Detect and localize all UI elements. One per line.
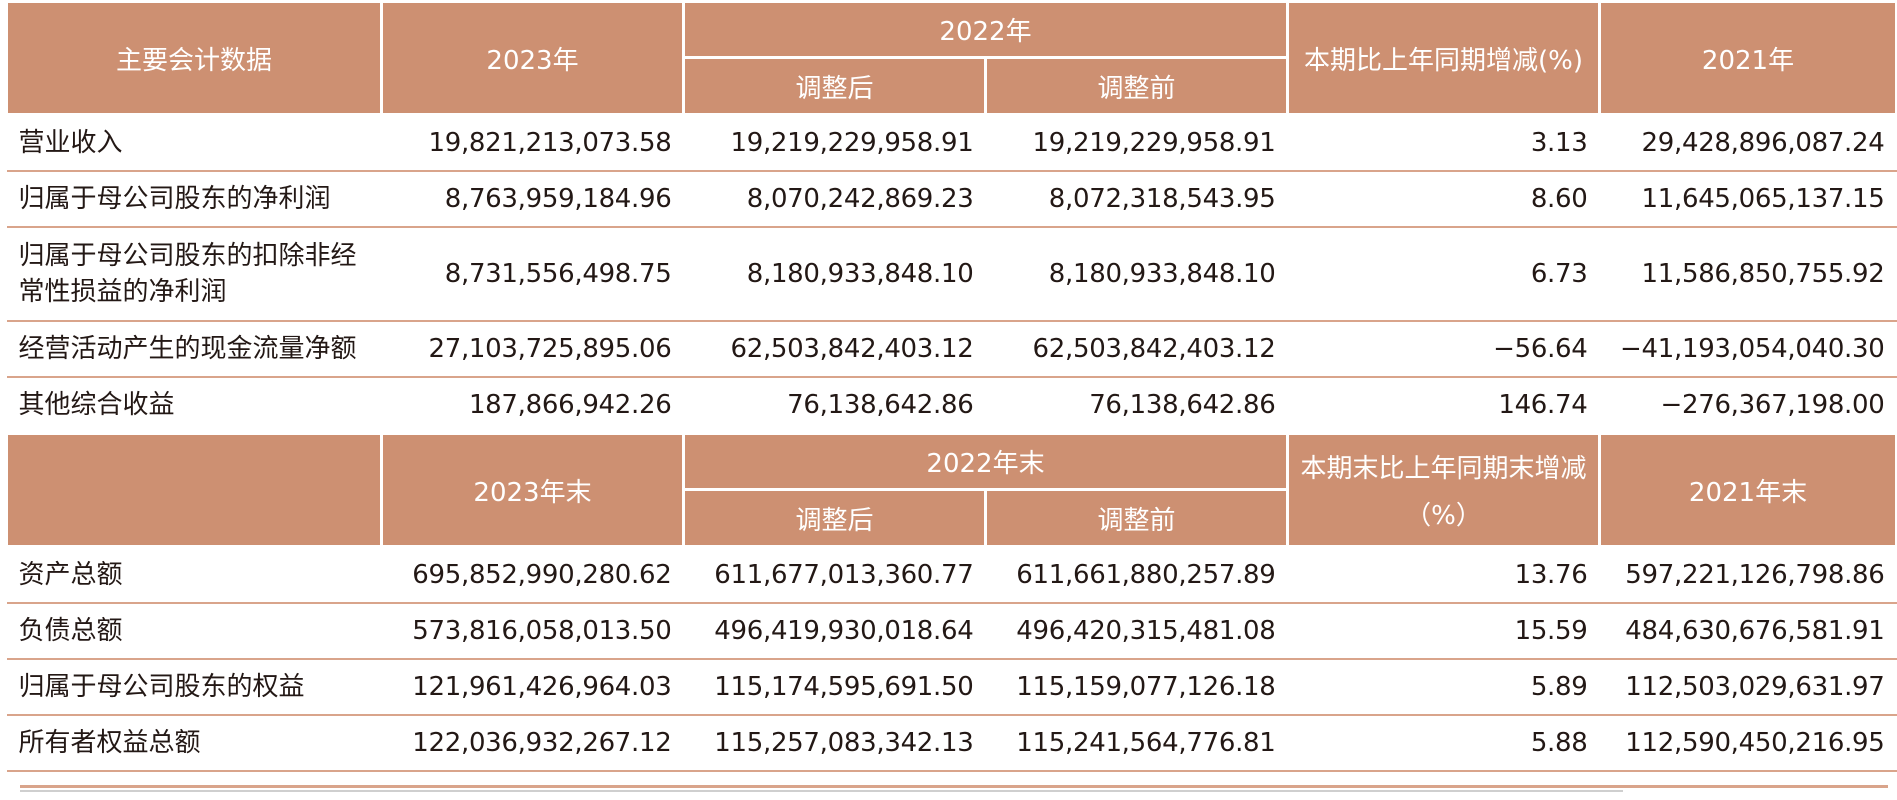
row-label: 归属于母公司股东的扣除非经 常性损益的净利润 — [6, 227, 382, 322]
cell-2023: 8,763,959,184.96 — [381, 171, 684, 228]
cell-change: 146.74 — [1287, 377, 1600, 435]
header-row-2-bottom: 调整后 调整前 — [7, 488, 1897, 548]
cell-2021: 597,221,126,798.86 — [1599, 546, 1897, 604]
cell-2021: 29,428,896,087.24 — [1599, 114, 1897, 172]
bottom-divider — [20, 785, 1888, 788]
row-label: 归属于母公司股东的权益 — [6, 659, 382, 716]
table-row: 营业收入 19,821,213,073.58 19,219,229,958.91… — [6, 114, 1897, 172]
cell-change: 5.89 — [1287, 659, 1600, 716]
table-row: 负债总额 573,816,058,013.50 496,419,930,018.… — [6, 603, 1897, 660]
header-year-end-2021: 2021年末 — [1598, 432, 1897, 548]
header-2022-adjusted-after: 调整后 — [682, 56, 987, 116]
header-year-2022: 2022年 — [681, 0, 1290, 59]
table-row: 所有者权益总额 122,036,932,267.12 115,257,083,3… — [6, 715, 1897, 772]
header-row-2-top: 2023年末 2022年末 本期末比上年同期末增减 （%） 2021年末 — [5, 432, 1897, 548]
row-label: 营业收入 — [6, 114, 382, 172]
header-2022-adjusted-before: 调整前 — [983, 56, 1290, 116]
cell-2021: −41,193,054,040.30 — [1599, 321, 1897, 378]
header-year-2023: 2023年 — [380, 0, 685, 116]
header-year-end-2022: 2022年末 — [681, 432, 1290, 491]
cell-2021: 112,503,029,631.97 — [1599, 659, 1897, 716]
cell-2022-before: 8,072,318,543.95 — [985, 171, 1288, 228]
cell-2021: 11,586,850,755.92 — [1599, 227, 1897, 322]
cell-change: 8.60 — [1287, 171, 1600, 228]
accounting-data-table-wrapper: 主要会计数据 2023年 2022年 本期比上年同期增减(%) 2021年 调整… — [5, 0, 1897, 772]
header-row-1-bottom: 调整后 调整前 — [7, 56, 1897, 116]
cell-2022-after: 115,257,083,342.13 — [683, 715, 986, 772]
cell-2022-after: 115,174,595,691.50 — [683, 659, 986, 716]
table-row: 归属于母公司股东的净利润 8,763,959,184.96 8,070,242,… — [6, 171, 1897, 228]
cell-2022-before: 115,241,564,776.81 — [985, 715, 1288, 772]
row-label: 经营活动产生的现金流量净额 — [6, 321, 382, 378]
cell-2021: 484,630,676,581.91 — [1599, 603, 1897, 660]
header-blank-label — [5, 432, 383, 548]
row-label: 负债总额 — [6, 603, 382, 660]
header-year-end-2023: 2023年末 — [380, 432, 685, 548]
cell-2022-before: 115,159,077,126.18 — [985, 659, 1288, 716]
table-row: 资产总额 695,852,990,280.62 611,677,013,360.… — [6, 546, 1897, 604]
cell-2022-after: 62,503,842,403.12 — [683, 321, 986, 378]
cell-2022-after: 8,180,933,848.10 — [683, 227, 986, 322]
cell-2022-before: 76,138,642.86 — [985, 377, 1288, 435]
table-row: 经营活动产生的现金流量净额 27,103,725,895.06 62,503,8… — [6, 321, 1897, 378]
cell-2021: 11,645,065,137.15 — [1599, 171, 1897, 228]
cell-2023: 695,852,990,280.62 — [381, 546, 684, 604]
row-label-line-1: 归属于母公司股东的扣除非经 — [18, 241, 357, 271]
cell-2022-before: 62,503,842,403.12 — [985, 321, 1288, 378]
row-label: 归属于母公司股东的净利润 — [6, 171, 382, 228]
cell-2022-before: 611,661,880,257.89 — [985, 546, 1288, 604]
row-label: 所有者权益总额 — [6, 715, 382, 772]
header-change: 本期比上年同期增减(%) — [1286, 0, 1602, 116]
header-main-data-label: 主要会计数据 — [5, 0, 383, 116]
accounting-data-table: 主要会计数据 2023年 2022年 本期比上年同期增减(%) 2021年 调整… — [5, 0, 1897, 772]
cell-2022-before: 8,180,933,848.10 — [985, 227, 1288, 322]
cell-2023: 122,036,932,267.12 — [381, 715, 684, 772]
cell-change: 3.13 — [1287, 114, 1600, 172]
cell-change: −56.64 — [1287, 321, 1600, 378]
cell-2023: 8,731,556,498.75 — [381, 227, 684, 322]
cell-2022-before: 19,219,229,958.91 — [985, 114, 1288, 172]
cell-2022-after: 8,070,242,869.23 — [683, 171, 986, 228]
row-label: 资产总额 — [6, 546, 382, 604]
cell-2021: 112,590,450,216.95 — [1599, 715, 1897, 772]
header-period-end-change-line-2: （%） — [1405, 501, 1482, 531]
bottom-divider-faint — [20, 790, 1623, 792]
header-2022-end-adjusted-after: 调整后 — [682, 488, 987, 548]
cell-2022-after: 19,219,229,958.91 — [683, 114, 986, 172]
cell-2022-after: 76,138,642.86 — [683, 377, 986, 435]
header-period-end-change: 本期末比上年同期末增减 （%） — [1286, 432, 1602, 548]
cell-2023: 121,961,426,964.03 — [381, 659, 684, 716]
cell-2022-before: 496,420,315,481.08 — [985, 603, 1288, 660]
cell-2023: 187,866,942.26 — [381, 377, 684, 435]
cell-2023: 19,821,213,073.58 — [381, 114, 684, 172]
cell-2022-after: 496,419,930,018.64 — [683, 603, 986, 660]
cell-2023: 573,816,058,013.50 — [381, 603, 684, 660]
header-year-2021: 2021年 — [1598, 0, 1897, 116]
table-row: 归属于母公司股东的扣除非经 常性损益的净利润 8,731,556,498.75 … — [6, 227, 1897, 322]
cell-2021: −276,367,198.00 — [1599, 377, 1897, 435]
row-label-line-2: 常性损益的净利润 — [18, 277, 227, 307]
header-period-end-change-line-1: 本期末比上年同期末增减 — [1300, 454, 1587, 484]
table-row: 归属于母公司股东的权益 121,961,426,964.03 115,174,5… — [6, 659, 1897, 716]
cell-2023: 27,103,725,895.06 — [381, 321, 684, 378]
cell-change: 6.73 — [1287, 227, 1600, 322]
header-row-1-top: 主要会计数据 2023年 2022年 本期比上年同期增减(%) 2021年 — [5, 0, 1897, 116]
cell-change: 15.59 — [1287, 603, 1600, 660]
table-row: 其他综合收益 187,866,942.26 76,138,642.86 76,1… — [6, 377, 1897, 435]
cell-change: 5.88 — [1287, 715, 1600, 772]
header-2022-end-adjusted-before: 调整前 — [983, 488, 1290, 548]
cell-change: 13.76 — [1287, 546, 1600, 604]
row-label: 其他综合收益 — [6, 377, 382, 435]
cell-2022-after: 611,677,013,360.77 — [683, 546, 986, 604]
